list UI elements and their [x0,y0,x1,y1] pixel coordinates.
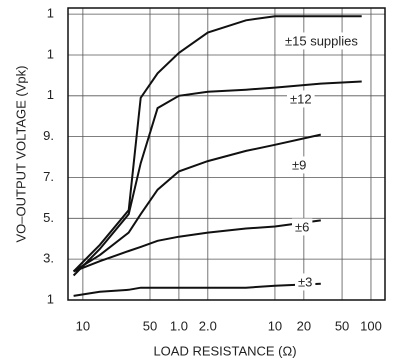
x-axis-title: LOAD RESISTANCE (Ω) [153,343,296,358]
series-line [73,219,321,273]
y-tick-label: 7. [43,169,54,184]
y-tick-label: 3. [43,251,54,266]
y-tick-label: 1 [47,46,54,61]
label-background [282,32,362,50]
plot-frame [67,7,386,301]
y-tick-label: 1 [47,87,54,102]
series-label: ±12 [290,91,312,106]
series-line [73,282,321,297]
x-tick-label: 50 [143,318,157,333]
y-axis-title: VO–OUTPUT VOLTAGE (Vpk) [13,66,28,243]
series-line [72,80,362,277]
series-label: ±15 supplies [285,33,358,48]
x-tick-label: 1.0 [170,318,188,333]
series-line [73,133,322,273]
series-label: ±6 [295,219,309,234]
y-tick-label: 5. [43,210,54,225]
x-tick-label: 20 [297,318,311,333]
series-label: ±9 [292,157,306,172]
x-tick-label: 10 [76,318,90,333]
y-tick-label: 9. [43,128,54,143]
x-tick-label: 50 [335,318,349,333]
label-background [289,156,310,174]
label-background [295,273,316,291]
y-tick-label: 1 [47,291,54,306]
label-background [292,218,313,236]
series-line [72,15,362,273]
x-tick-label: 2.0 [199,318,217,333]
series-label: ±3 [298,274,312,289]
x-tick-label: 100 [360,318,382,333]
x-tick-label: 10 [268,318,282,333]
y-tick-label: 1 [47,6,54,21]
label-background [287,90,315,108]
